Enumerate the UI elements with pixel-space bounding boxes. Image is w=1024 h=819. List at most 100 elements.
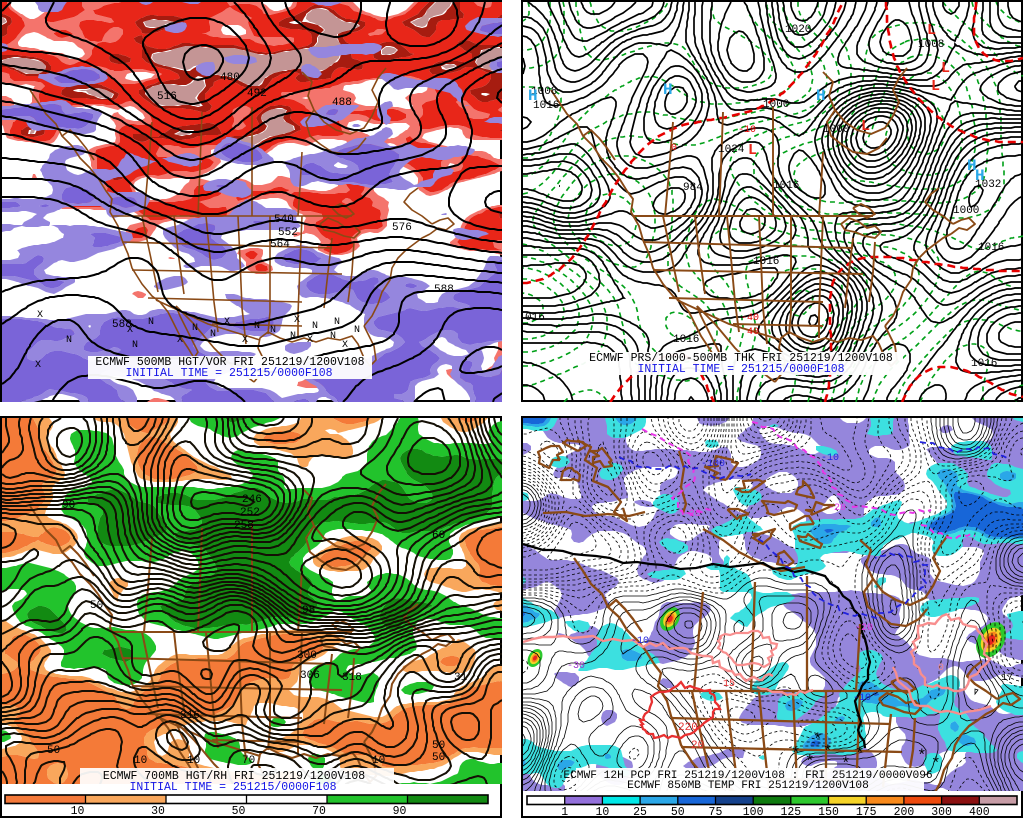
svg-text:576: 576 xyxy=(392,222,412,234)
svg-text:-20: -20 xyxy=(683,509,701,520)
svg-text:*: * xyxy=(841,755,851,773)
svg-text:N: N xyxy=(148,317,154,328)
svg-text:220: 220 xyxy=(678,722,698,734)
svg-text:N: N xyxy=(270,325,276,336)
svg-text:10: 10 xyxy=(134,755,147,767)
svg-text:1032: 1032 xyxy=(975,179,1001,191)
svg-text:016: 016 xyxy=(525,312,545,324)
svg-text:H: H xyxy=(967,157,977,175)
svg-text:N: N xyxy=(334,317,340,328)
svg-text:31: 31 xyxy=(454,672,468,684)
svg-text:-10: -10 xyxy=(631,636,649,647)
svg-text:150: 150 xyxy=(818,806,839,818)
svg-text:10: 10 xyxy=(71,805,85,818)
svg-text:-30: -30 xyxy=(567,661,585,672)
svg-text:-40: -40 xyxy=(741,313,759,324)
svg-text:552: 552 xyxy=(278,227,298,239)
svg-text:L: L xyxy=(927,22,936,39)
svg-text:1000: 1000 xyxy=(763,99,789,111)
svg-text:H: H xyxy=(975,167,985,185)
svg-text:10: 10 xyxy=(187,755,200,767)
svg-text:20: 20 xyxy=(691,740,704,752)
svg-text:N: N xyxy=(132,340,138,351)
svg-text:50: 50 xyxy=(432,752,445,764)
svg-text:1016: 1016 xyxy=(978,242,1004,254)
svg-text:200: 200 xyxy=(894,806,915,818)
svg-text:90: 90 xyxy=(393,805,407,818)
svg-text:540: 540 xyxy=(274,214,294,226)
svg-text:N: N xyxy=(330,331,336,342)
svg-text:50: 50 xyxy=(90,600,103,612)
svg-text:1016: 1016 xyxy=(673,334,699,346)
svg-text:-10: -10 xyxy=(821,453,839,464)
svg-text:90: 90 xyxy=(62,500,75,512)
svg-text:X: X xyxy=(242,335,248,346)
svg-text:1016: 1016 xyxy=(971,358,997,370)
svg-text:492: 492 xyxy=(247,88,267,100)
svg-text:-10: -10 xyxy=(853,693,871,704)
svg-text:-20: -20 xyxy=(828,503,846,514)
svg-text:X: X xyxy=(177,335,183,346)
svg-text:70: 70 xyxy=(312,805,326,818)
svg-text:564: 564 xyxy=(270,239,290,251)
svg-text:246: 246 xyxy=(242,494,262,506)
svg-text:L: L xyxy=(861,118,870,135)
svg-text:316: 316 xyxy=(180,710,200,722)
svg-text:X: X xyxy=(294,315,300,326)
svg-text:306: 306 xyxy=(300,670,320,682)
svg-text:480: 480 xyxy=(220,72,240,84)
svg-text:N: N xyxy=(210,329,216,340)
svg-text:0: 0 xyxy=(938,663,944,674)
svg-text:H: H xyxy=(528,87,538,105)
svg-text:INITIAL TIME = 251215/0000F108: INITIAL TIME = 251215/0000F108 xyxy=(125,367,332,380)
svg-text:INITIAL TIME = 251215/0000F108: INITIAL TIME = 251215/0000F108 xyxy=(637,363,844,376)
svg-text:125: 125 xyxy=(780,806,801,818)
svg-text:ECMWF 700MB HGT/RH FRI 251219/: ECMWF 700MB HGT/RH FRI 251219/1200V108 xyxy=(103,770,365,783)
svg-text:15: 15 xyxy=(723,679,735,690)
svg-text:60: 60 xyxy=(432,530,445,542)
svg-text:17: 17 xyxy=(1001,673,1013,684)
svg-text:*: * xyxy=(805,753,815,771)
svg-text:1024: 1024 xyxy=(718,144,745,156)
svg-text:1020: 1020 xyxy=(785,24,811,36)
svg-text:98: 98 xyxy=(302,605,315,617)
svg-text:N: N xyxy=(354,325,360,336)
svg-text:984: 984 xyxy=(683,182,703,194)
svg-text:1016: 1016 xyxy=(753,256,779,268)
svg-text:400: 400 xyxy=(969,806,990,818)
svg-text:-100: -100 xyxy=(701,459,725,470)
svg-text:10: 10 xyxy=(595,806,609,818)
svg-text:1008: 1008 xyxy=(531,86,557,98)
svg-text:25: 25 xyxy=(633,806,647,818)
svg-text:258: 258 xyxy=(234,520,254,532)
svg-text:X: X xyxy=(37,310,43,321)
svg-text:*: * xyxy=(791,745,801,763)
svg-text:70: 70 xyxy=(242,755,255,767)
svg-text:1000: 1000 xyxy=(953,205,979,217)
svg-text:*: * xyxy=(917,747,927,765)
svg-text:ECMWF 850MB TEMP FRI 251219/12: ECMWF 850MB TEMP FRI 251219/1200V108 xyxy=(627,780,869,792)
svg-text:N: N xyxy=(192,323,198,334)
svg-text:318: 318 xyxy=(342,672,362,684)
svg-text:L: L xyxy=(748,142,757,159)
svg-text:-20: -20 xyxy=(855,623,873,634)
svg-text:L: L xyxy=(931,78,940,95)
svg-text:50: 50 xyxy=(432,740,445,752)
svg-text:H: H xyxy=(816,87,826,105)
svg-text:*: * xyxy=(823,743,833,761)
svg-text:1008: 1008 xyxy=(918,39,944,51)
svg-text:300: 300 xyxy=(297,650,317,662)
svg-text:ECMWF PRS/1000-500MB THK FRI 2: ECMWF PRS/1000-500MB THK FRI 251219/1200… xyxy=(589,352,893,365)
svg-text:75: 75 xyxy=(709,806,723,818)
svg-text:*: * xyxy=(855,745,865,763)
svg-text:X: X xyxy=(342,340,348,351)
svg-text:1016: 1016 xyxy=(773,180,799,192)
svg-text:40: 40 xyxy=(747,327,759,338)
svg-text:X: X xyxy=(307,335,313,346)
svg-text:N: N xyxy=(66,335,72,346)
svg-text:ECMWF 12H PCP FRI 251219/1200V: ECMWF 12H PCP FRI 251219/1200V108 : FRI … xyxy=(563,770,932,782)
svg-text:1: 1 xyxy=(561,806,568,818)
svg-text:*: * xyxy=(813,731,823,749)
svg-text:1000: 1000 xyxy=(823,124,849,136)
svg-text:175: 175 xyxy=(856,806,877,818)
